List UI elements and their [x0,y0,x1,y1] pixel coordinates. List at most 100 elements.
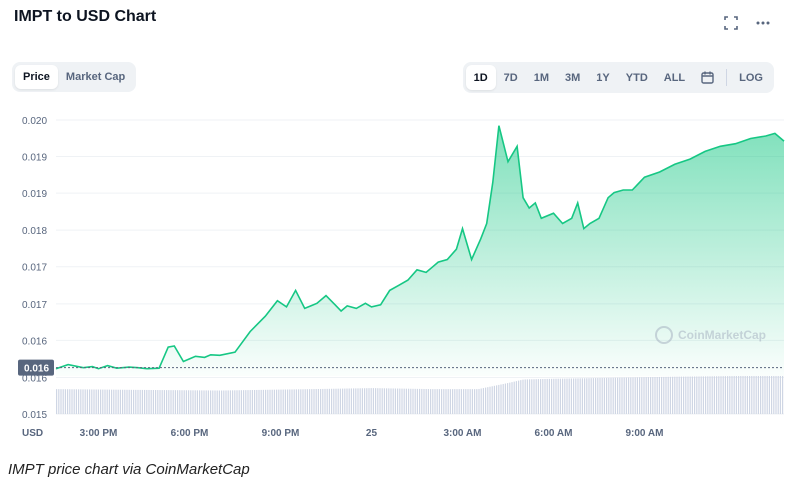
volume-bar [493,385,495,414]
volume-bar [731,376,733,414]
volume-bar [73,389,75,414]
volume-bar [702,376,704,414]
volume-bar [368,388,370,414]
volume-bar [375,388,377,414]
tab-range-1m[interactable]: 1M [533,71,550,84]
volume-bar [280,389,282,414]
volume-bar [727,376,729,414]
volume-bar [78,389,80,414]
calendar-button[interactable] [693,65,722,90]
tab-range-1d[interactable]: 1D [465,65,496,90]
tab-market-cap[interactable]: Market Cap [65,71,126,83]
volume-bar [630,377,632,414]
volume-bar [298,389,300,414]
fullscreen-icon[interactable] [722,14,740,32]
volume-bar [520,380,522,414]
volume-bar [573,378,575,414]
volume-bar [284,389,286,414]
volume-bar [441,389,443,414]
volume-bar [249,390,251,414]
volume-bar [240,390,242,414]
volume-bar [229,390,231,414]
volume-bar [612,377,614,414]
volume-bar [718,376,720,414]
volume-bar [416,388,418,414]
price-chart[interactable]: 0.016 0.0150.0160.0160.0170.0170.0180.01… [0,100,786,445]
volume-bar [491,386,493,414]
volume-bar [608,377,610,414]
volume-bar [696,376,698,414]
volume-bar [271,389,273,414]
y-tick-label: 0.018 [22,226,47,237]
volume-bar [621,377,623,414]
volume-bar [390,388,392,414]
volume-bar [465,389,467,414]
volume-bar [326,388,328,414]
volume-bar [322,388,324,414]
volume-bar [496,385,498,414]
volume-bar [306,389,308,414]
volume-bar [419,388,421,414]
volume-bar [185,390,187,414]
volume-bar [595,378,597,414]
volume-bar [386,388,388,414]
volume-bar [335,388,337,414]
volume-bar [260,389,262,414]
volume-bar [694,376,696,414]
volume-bar [254,389,256,414]
volume-bar [403,388,405,414]
tab-range-7d[interactable]: 7D [503,71,518,84]
volume-bar [93,389,95,414]
volume-bar [751,376,753,414]
volume-bar [625,377,627,414]
volume-bar [212,390,214,414]
volume-bar [546,378,548,414]
volume-bar [641,377,643,414]
volume-bar [423,388,425,414]
volume-bar [119,389,121,414]
tab-price[interactable]: Price [15,65,58,89]
volume-bar [344,388,346,414]
volume-bar [64,389,66,414]
volume-bar [256,389,258,414]
volume-bar [383,388,385,414]
volume-bar [91,389,93,414]
volume-bar [157,390,159,414]
volume-bar [524,379,526,414]
volume-bar [535,379,537,414]
volume-bar [526,379,528,414]
tab-range-all[interactable]: ALL [663,71,686,84]
tab-range-ytd[interactable]: YTD [625,71,648,84]
volume-bar [223,390,225,414]
volume-bar [372,388,374,414]
volume-bar [647,377,649,414]
volume-bar [449,389,451,414]
volume-bar [128,389,130,414]
volume-bar [207,390,209,414]
volume-bar [570,378,572,414]
volume-bar [709,376,711,414]
volume-bar [111,389,113,414]
tab-log-scale[interactable]: LOG [739,71,763,84]
volume-bar [265,389,267,414]
volume-bar [504,383,506,414]
volume-bar [278,389,280,414]
volume-bar [412,388,414,414]
volume-bar [432,389,434,414]
volume-bar [487,387,489,414]
volume-bar [258,389,260,414]
y-tick-label: 0.019 [22,189,47,200]
tab-range-3m[interactable]: 3M [565,71,581,84]
volume-bar [388,388,390,414]
tab-range-1y[interactable]: 1Y [596,71,610,84]
volume-bar [60,389,62,414]
volume-bar [599,377,601,414]
volume-bar [135,389,137,414]
volume-bar [364,388,366,414]
volume-bar [295,389,297,414]
volume-bar [276,389,278,414]
more-icon[interactable] [754,14,772,32]
volume-bar [656,377,658,414]
volume-bar [460,389,462,414]
volume-bar [447,389,449,414]
